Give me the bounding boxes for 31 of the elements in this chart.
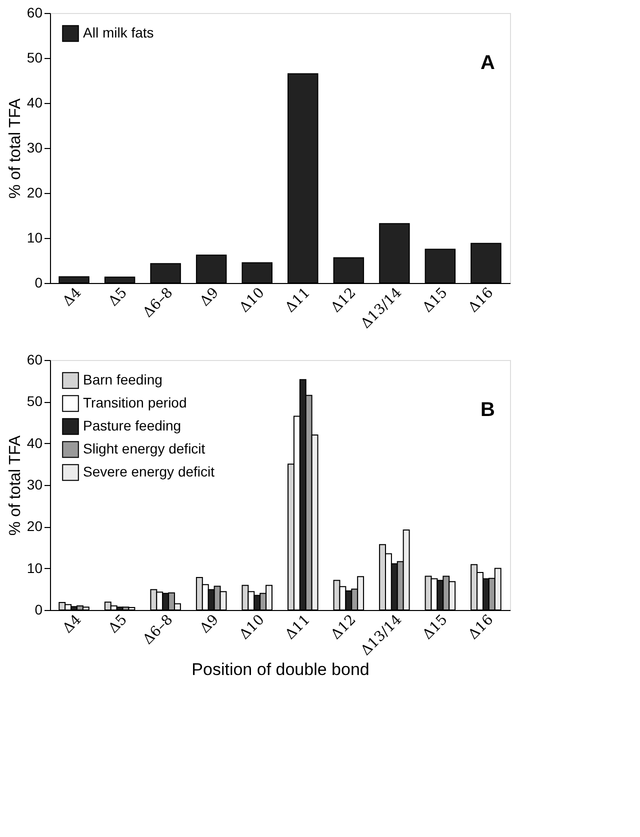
x-tick-label: Δ9 [197,284,222,310]
legend-label: Severe energy deficit [83,464,215,480]
y-tick-label: 60 [26,4,43,20]
x-tick-label: Δ5 [106,284,130,310]
y-tick-label: 50 [26,50,43,66]
legend-label: Slight energy deficit [83,440,206,456]
y-axis-title: % of total TFA [6,98,24,199]
x-tick-label: Δ5 [106,612,130,637]
x-tick-label: Δ4 [60,284,85,310]
x-tick-label: Δ4 [60,612,85,637]
y-tick-label: 60 [26,352,43,368]
legend-label: Pasture feeding [83,418,182,434]
y-tick-label: 50 [26,393,43,410]
y-tick-label: 40 [26,94,43,110]
y-tick-label: 20 [26,518,43,534]
y-tick-label: 0 [34,602,43,618]
legend-label: Transition period [83,394,187,410]
y-tick-label: 30 [26,476,43,492]
annotation: B [480,399,495,421]
y-tick-label: 20 [26,184,43,200]
y-tick-label: 0 [34,274,43,290]
x-tick-label: Δ9 [197,612,222,637]
y-tick-label: 10 [26,230,43,246]
annotation: A [480,52,495,74]
legend-label: Barn feeding [83,372,162,388]
x-axis-title: Position of double bond [192,660,370,680]
legend-label: All milk fats [83,24,154,40]
y-tick-label: 40 [26,434,43,451]
y-tick-label: 30 [26,140,43,156]
y-tick-label: 10 [26,560,43,576]
y-axis-title: % of total TFA [6,435,24,536]
